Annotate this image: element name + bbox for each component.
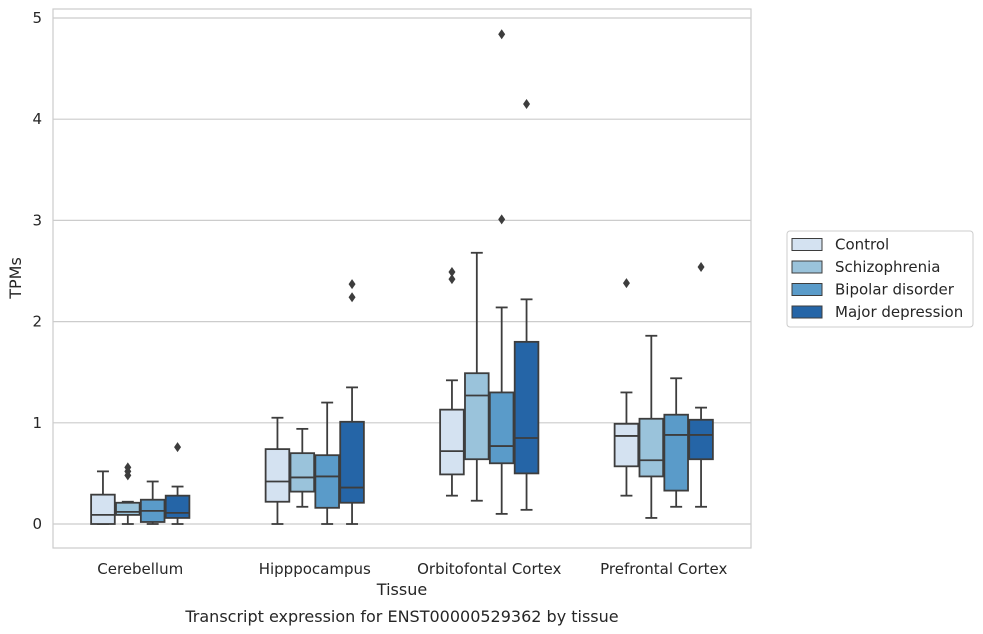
box-body	[488, 391, 515, 465]
outlier-point	[523, 99, 531, 110]
box-group	[164, 442, 191, 525]
box-group	[439, 267, 465, 497]
outlier-point	[174, 442, 182, 453]
box-group	[663, 377, 689, 508]
box-group	[139, 480, 166, 525]
box-group	[90, 470, 116, 525]
outlier-point	[348, 279, 356, 290]
box-group	[688, 261, 714, 508]
outlier-point	[124, 462, 132, 473]
box-group	[339, 279, 365, 525]
outlier-point	[498, 29, 506, 40]
box-body	[314, 454, 340, 509]
box-body	[613, 422, 640, 468]
box-group	[638, 334, 665, 519]
box-body	[464, 372, 490, 461]
grid-lines	[53, 17, 751, 525]
box-body	[688, 418, 714, 461]
legend: Control Schizophrenia Bipolar disorder Majo…	[786, 230, 974, 328]
box-group	[464, 251, 490, 502]
x-axis-ticks: Cerebellum Hipppocampus Orbitofontal Corte…	[97, 560, 727, 578]
chart-caption: Transcript expression for ENST0000052936…	[184, 607, 618, 626]
box-body	[339, 420, 365, 504]
outlier-point	[448, 267, 456, 278]
y-tick-label: 0	[32, 515, 42, 533]
box-body	[115, 501, 141, 516]
x-axis-label: Tissue	[376, 580, 427, 599]
box-body	[439, 408, 465, 476]
outlier-point	[448, 274, 456, 285]
box-group	[264, 416, 291, 525]
legend-label: Schizophrenia	[835, 258, 940, 276]
box-body	[663, 413, 689, 492]
y-tick-label: 3	[32, 211, 42, 229]
box-body	[90, 493, 116, 525]
legend-label: Control	[835, 236, 889, 254]
box-group	[289, 427, 316, 508]
box-group	[314, 401, 340, 525]
boxplot-boxes	[90, 29, 714, 525]
outlier-point	[348, 292, 356, 303]
box-group	[513, 99, 540, 511]
box-body	[638, 417, 665, 478]
box-body	[164, 494, 191, 519]
outlier-point	[697, 261, 705, 272]
legend-label: Major depression	[835, 303, 963, 321]
box-group	[613, 278, 640, 497]
box-body	[264, 448, 291, 503]
plot-frame	[52, 8, 752, 549]
x-tick-label: Cerebellum	[97, 560, 183, 578]
box-group	[488, 29, 515, 515]
y-tick-label: 2	[32, 313, 42, 331]
legend-swatch	[791, 238, 823, 251]
x-tick-label: Prefrontal Cortex	[600, 560, 727, 578]
legend-label: Bipolar disorder	[835, 281, 955, 299]
y-axis-ticks: 0 1 2 3 4 5	[32, 9, 42, 533]
y-tick-label: 5	[32, 9, 42, 27]
outlier-point	[622, 278, 630, 289]
box-body	[289, 452, 316, 493]
legend-frame	[786, 230, 974, 328]
legend-swatch	[791, 260, 823, 274]
legend-swatch	[791, 305, 823, 319]
legend-swatch	[791, 283, 823, 296]
x-tick-label: Hipppocampus	[259, 560, 371, 578]
box-body	[513, 340, 540, 475]
y-axis-label: TPMs	[6, 257, 25, 300]
box-group	[115, 462, 141, 525]
x-tick-label: Orbitofontal Cortex	[417, 560, 561, 578]
y-tick-label: 4	[32, 110, 42, 128]
y-tick-label: 1	[32, 414, 42, 432]
outlier-point	[498, 214, 506, 225]
